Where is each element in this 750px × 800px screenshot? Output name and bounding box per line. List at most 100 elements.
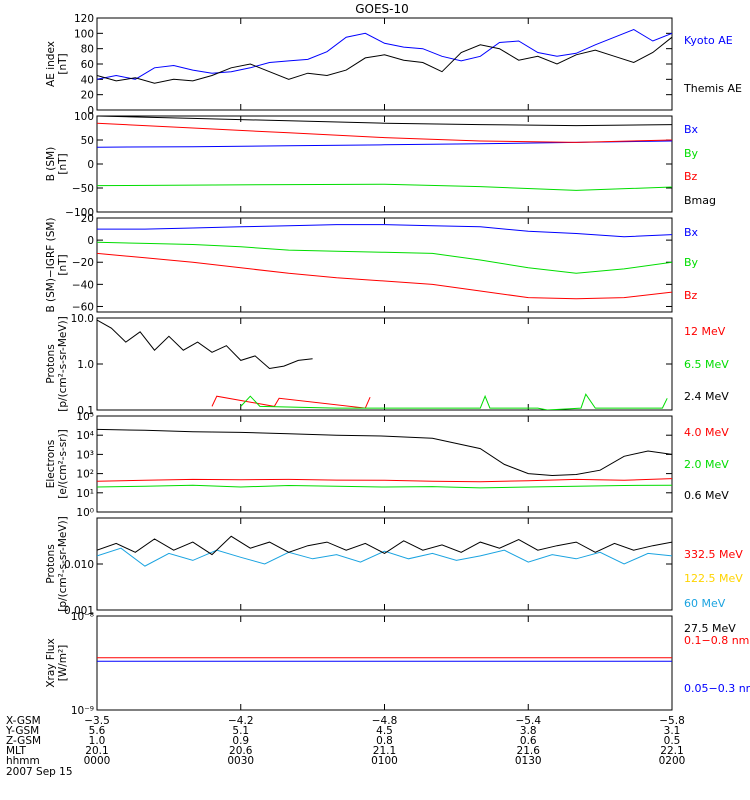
footer-value: −5.8: [659, 715, 685, 727]
y-tick-label: 0: [87, 159, 94, 171]
series-line-by: [97, 241, 672, 274]
footer-value: 5.6: [89, 725, 106, 737]
footer-row-label: Y-GSM: [5, 725, 39, 737]
footer-value: 3.8: [520, 725, 537, 737]
legend-label: Bx: [684, 226, 699, 239]
legend-label: 0.05−0.3 nm: [684, 682, 750, 695]
y-axis-label: Protons[p/(cm²-s-sr-MeV)]: [45, 316, 69, 411]
y-tick-label: −100: [65, 207, 94, 219]
footer-value: −4.2: [228, 715, 254, 727]
y-tick-label: 10⁻⁸: [71, 611, 94, 623]
panel-frame: [96, 517, 673, 611]
series-line-themis-ae: [97, 36, 672, 84]
y-tick-label: 50: [81, 135, 94, 147]
y-tick-label: 0: [87, 105, 94, 117]
footer-value: 20.1: [85, 745, 108, 757]
panel-ae: 0 20 40 60 80 100 120 AE index[nT] Kyoto AE Themi…: [45, 13, 742, 117]
footer-row-label: X-GSM: [6, 715, 41, 727]
footer-value: 0000: [84, 755, 111, 767]
legend-label: 12 MeV: [684, 325, 726, 338]
panel-xray: 10⁻⁹ 10⁻⁸ Xray Flux[W/m²] 0.1−0.8 nm 0.05−0.…: [45, 611, 750, 717]
series-line-27-5-mev: [97, 535, 672, 556]
y-tick-label: 10³: [76, 449, 94, 461]
footer-date: 2007 Sep 15: [6, 766, 73, 778]
series-line-2-4-mev: [97, 319, 313, 370]
panel-bsm: −100 −50 0 50 100 B (SM)[nT] Bx By Bz Bmag: [45, 111, 716, 219]
y-tick-label: 10⁵: [76, 411, 94, 423]
legend-label: 0.1−0.8 nm: [684, 634, 749, 647]
footer-row-label: hhmm: [6, 755, 40, 767]
y-tick-label: −60: [72, 301, 94, 313]
y-tick-label: −20: [72, 257, 94, 269]
y-tick-label: 60: [81, 59, 94, 71]
y-tick-label: 80: [81, 44, 94, 56]
legend-label: 122.5 MeV: [684, 572, 743, 585]
legend-label: 60 MeV: [684, 597, 726, 610]
y-tick-label: 100: [74, 111, 94, 123]
figure-title: GOES-10: [355, 2, 409, 16]
legend-label: By: [684, 256, 699, 269]
y-axis-label: Protons[p/(cm²-s-sr-MeV)]: [45, 516, 69, 611]
y-axis-label: B (SM)[nT]: [45, 147, 69, 181]
legend-label: 27.5 MeV: [684, 622, 736, 635]
series-line-bz: [97, 122, 672, 143]
footer-value: 21.6: [517, 745, 541, 757]
series-line-bmag: [97, 116, 672, 127]
panel-frame: [96, 17, 673, 111]
footer-value: −4.8: [372, 715, 398, 727]
y-tick-label: 0.010: [64, 559, 94, 571]
legend-label: 0.6 MeV: [684, 489, 729, 502]
panel-electrons: 10⁰ 10¹ 10² 10³ 10⁴ 10⁵ Electrons[e/(cm²-s-sr)…: [45, 411, 729, 519]
series-line-6-5-mev: [240, 393, 668, 410]
legend-label: Bz: [684, 289, 698, 302]
legend-label: Bz: [684, 170, 698, 183]
legend-label: 332.5 MeV: [684, 548, 743, 561]
y-tick-label: 40: [81, 74, 94, 86]
footer-value: 3.1: [664, 725, 681, 737]
footer-value: 0200: [659, 755, 686, 767]
y-tick-label: 10⁰: [76, 507, 94, 519]
panel-frame: [96, 415, 673, 513]
footer-value: 0.6: [520, 735, 537, 747]
footer-value: 5.1: [232, 725, 249, 737]
y-tick-label: −40: [72, 279, 94, 291]
y-tick-label: −50: [72, 183, 94, 195]
y-axis-label: Xray Flux[W/m²]: [45, 638, 69, 687]
legend-label: 2.4 MeV: [684, 390, 729, 403]
y-axis-label: Electrons[e/(cm²-s-sr)]: [45, 429, 69, 498]
y-tick-label: 120: [74, 13, 94, 25]
legend-label: 4.0 MeV: [684, 426, 729, 439]
legend-label: 6.5 MeV: [684, 358, 729, 371]
legend-label: Bmag: [684, 194, 716, 207]
series-line-0-6-mev: [97, 428, 672, 477]
series-line-12-mev: [211, 395, 371, 409]
footer-value: 0130: [515, 755, 542, 767]
footer-value: 4.5: [376, 725, 393, 737]
footer-value: 0.5: [664, 735, 681, 747]
panel-frame: [96, 615, 673, 711]
footer-row-label: Z-GSM: [6, 735, 41, 747]
y-tick-label: 10¹: [76, 488, 94, 500]
series-line-2-0-mev: [97, 484, 672, 489]
y-tick-label: 10²: [76, 469, 94, 481]
footer-value: 22.1: [660, 745, 683, 757]
panel-frame: [96, 115, 673, 213]
series-line-bz: [97, 252, 672, 300]
legend-label: Bx: [684, 123, 699, 136]
legend-label: Themis AE: [683, 82, 742, 95]
y-tick-label: 0: [87, 235, 94, 247]
panel-bdiff: −60 −40 −20 0 20 B (SM)−IGRF (SM)[nT] Bx By Bz: [45, 213, 699, 313]
series-line-by: [97, 183, 672, 191]
footer-value: 21.1: [373, 745, 396, 757]
legend-label: Kyoto AE: [684, 34, 733, 47]
y-tick-label: 1.0: [77, 359, 94, 371]
footer-value: −3.5: [84, 715, 110, 727]
y-tick-label: 20: [81, 90, 94, 102]
y-tick-label: 10.0: [71, 313, 94, 325]
y-axis-label: B (SM)−IGRF (SM)[nT]: [45, 217, 69, 312]
series-line-60-mev: [97, 547, 672, 567]
series-line-4-0-mev: [97, 478, 672, 483]
